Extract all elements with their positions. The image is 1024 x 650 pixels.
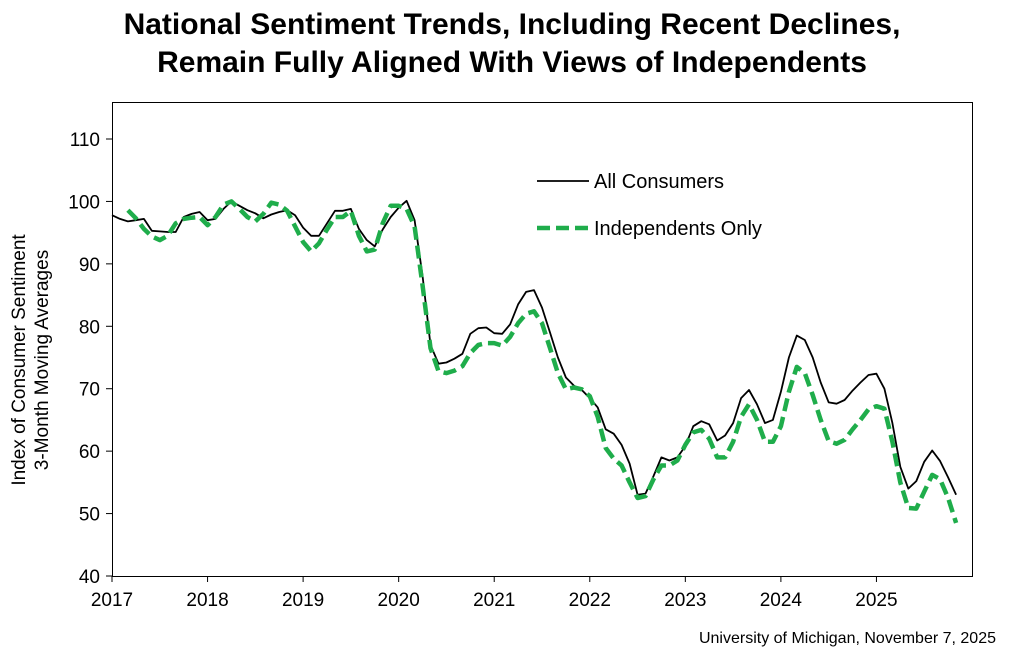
legend-label-1: All Consumers (594, 171, 724, 193)
x-tick-label: 2022 (569, 590, 611, 611)
legend-label-2: Independents Only (594, 218, 762, 240)
x-tick-label: 2024 (760, 590, 803, 611)
x-tick-label: 2017 (91, 590, 133, 611)
x-tick-label: 2020 (378, 590, 420, 611)
series-line-1 (111, 199, 957, 496)
y-tick-label: 40 (79, 567, 100, 588)
series-layer (111, 199, 959, 524)
y-tick-label: 60 (79, 442, 100, 463)
y-tick-label: 90 (79, 255, 100, 276)
chart-title: National Sentiment Trends, Including Rec… (0, 6, 1024, 82)
x-tick-label: 2018 (186, 590, 228, 611)
x-tick-label: 2025 (855, 590, 897, 611)
x-tick-label: 2023 (664, 590, 706, 611)
legend: All Consumers Independents Only (537, 171, 762, 240)
x-axis: 2017 2018 2019 2020 2021 2022 2023 2024 2025 (91, 576, 898, 611)
x-tick-label: 2019 (282, 590, 324, 611)
y-axis-label-line-2: 3-Month Moving Averages (32, 250, 53, 470)
x-tick-label: 2021 (473, 590, 515, 611)
plot-area-frame (112, 102, 973, 577)
y-tick-label: 100 (68, 192, 100, 213)
y-axis: 40 50 60 70 80 90 100 110 (68, 130, 112, 588)
y-axis-label-line-1: Index of Consumer Sentiment (9, 234, 30, 486)
y-tick-label: 80 (79, 317, 100, 338)
chart-title-line-2: Remain Fully Aligned With Views of Indep… (157, 46, 867, 79)
source-note: University of Michigan, November 7, 2025 (699, 630, 996, 647)
y-tick-label: 70 (79, 380, 100, 401)
chart-title-line-1: National Sentiment Trends, Including Rec… (123, 8, 901, 41)
series-line-2 (126, 199, 959, 524)
y-tick-label: 110 (70, 130, 100, 151)
y-tick-label: 50 (79, 505, 100, 526)
